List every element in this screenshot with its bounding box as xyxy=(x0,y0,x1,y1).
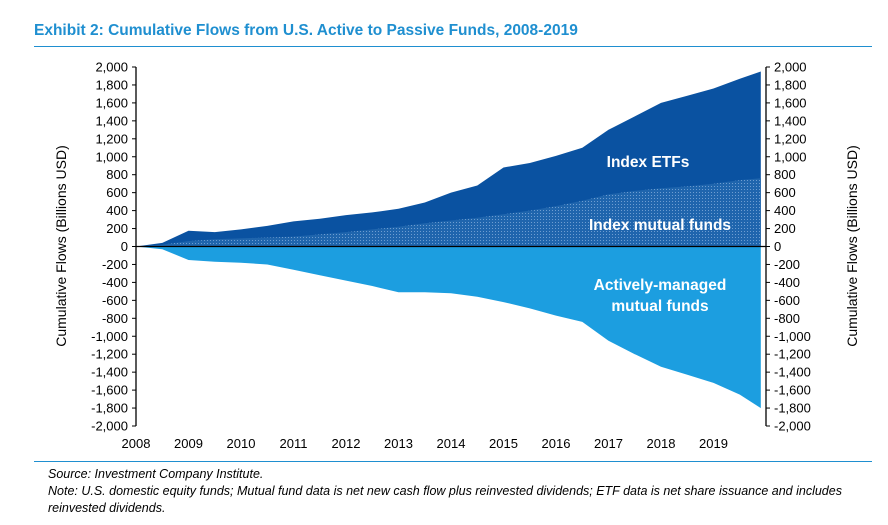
y-tick-label-right: 2,000 xyxy=(774,60,807,75)
actively-managed-area xyxy=(136,246,761,409)
x-tick-label: 2012 xyxy=(332,436,361,451)
series-label-active-line1: Actively-managed xyxy=(594,277,727,294)
y-tick-label-left: 800 xyxy=(106,167,128,182)
y-tick-label-right: -1,800 xyxy=(774,401,811,416)
y-tick-label-right: -600 xyxy=(774,293,800,308)
chart-axes: 2,000 2,000 1,800 1,800 1,600 1,600 1,400 1,400… xyxy=(91,60,811,452)
x-tick-label: 2010 xyxy=(227,436,256,451)
y-tick-label-left: -1,800 xyxy=(91,401,128,416)
y-tick-label-right: 800 xyxy=(774,167,796,182)
y-tick-label-right: -400 xyxy=(774,275,800,290)
y-tick-label-left: -1,200 xyxy=(91,347,128,362)
y-tick-label-right: 1,000 xyxy=(774,149,807,164)
index-mutual-funds-area xyxy=(136,178,761,247)
x-tick-label: 2009 xyxy=(174,436,203,451)
y-tick-label-left: -2,000 xyxy=(91,419,128,434)
source-note: Source: Investment Company Institute. xyxy=(48,467,264,481)
series-label-index-mutual-funds: Index mutual funds xyxy=(589,217,731,234)
y-tick-label-left: 1,800 xyxy=(95,77,128,92)
cumulative-flows-chart: 2,000 2,000 1,800 1,800 1,600 1,600 1,400 1,400… xyxy=(53,60,860,452)
series-label-index-etfs: Index ETFs xyxy=(607,154,690,171)
y-tick-label-right: -1,000 xyxy=(774,329,811,344)
y-tick-label-right: -1,200 xyxy=(774,347,811,362)
y-tick-label-left: 600 xyxy=(106,185,128,200)
y-tick-label-right: 1,400 xyxy=(774,113,807,128)
x-tick-label: 2011 xyxy=(280,436,308,451)
x-tick-label: 2019 xyxy=(699,436,728,451)
x-tick-label: 2016 xyxy=(542,436,571,451)
y-tick-label-left: -400 xyxy=(102,275,128,290)
x-tick-label: 2014 xyxy=(437,436,466,451)
y-tick-label-left: -1,400 xyxy=(91,365,128,380)
x-tick-label: 2008 xyxy=(122,436,151,451)
y-tick-label-right: 1,200 xyxy=(774,131,807,146)
footer-rule xyxy=(34,461,872,462)
x-tick-label: 2018 xyxy=(647,436,676,451)
x-tick-label: 2015 xyxy=(489,436,518,451)
y-tick-label-left: 1,400 xyxy=(95,113,128,128)
footnote: Note: U.S. domestic equity funds; Mutual… xyxy=(48,484,842,515)
y-tick-label-right: 0 xyxy=(774,239,781,254)
y-tick-label-right: 200 xyxy=(774,221,796,236)
y-tick-label-right: -1,600 xyxy=(774,383,811,398)
y-tick-label-right: 1,600 xyxy=(774,95,807,110)
chart-notes: Source: Investment Company Institute. No… xyxy=(48,466,878,517)
y-tick-label-right: 1,800 xyxy=(774,77,807,92)
y-tick-label-left: 2,000 xyxy=(95,60,128,75)
y-tick-label-left: 0 xyxy=(121,239,128,254)
y-tick-label-right: -2,000 xyxy=(774,419,811,434)
y-tick-label-left: 400 xyxy=(106,203,128,218)
y-tick-label-right: 400 xyxy=(774,203,796,218)
title-rule xyxy=(34,46,872,47)
y-tick-label-right: 600 xyxy=(774,185,796,200)
chart-title: Exhibit 2: Cumulative Flows from U.S. Ac… xyxy=(34,22,578,39)
y-tick-label-left: 200 xyxy=(106,221,128,236)
y-tick-label-right: -800 xyxy=(774,311,800,326)
x-tick-label: 2013 xyxy=(384,436,413,451)
y-tick-label-left: -1,600 xyxy=(91,383,128,398)
y-tick-label-left: 1,000 xyxy=(95,149,128,164)
x-tick-label: 2017 xyxy=(594,436,623,451)
y-tick-label-left: -600 xyxy=(102,293,128,308)
series-label-active-line2: mutual funds xyxy=(611,298,708,315)
y-tick-label-right: -1,400 xyxy=(774,365,811,380)
y-tick-label-left: -800 xyxy=(102,311,128,326)
y-tick-label-left: -1,000 xyxy=(91,329,128,344)
y-tick-label-right: -200 xyxy=(774,257,800,272)
y-axis-title-right: Cumulative Flows (Billions USD) xyxy=(844,145,860,347)
y-tick-label-left: 1,200 xyxy=(95,131,128,146)
y-axis-title-left: Cumulative Flows (Billions USD) xyxy=(53,145,69,347)
y-tick-label-left: -200 xyxy=(102,257,128,272)
y-tick-label-left: 1,600 xyxy=(95,95,128,110)
